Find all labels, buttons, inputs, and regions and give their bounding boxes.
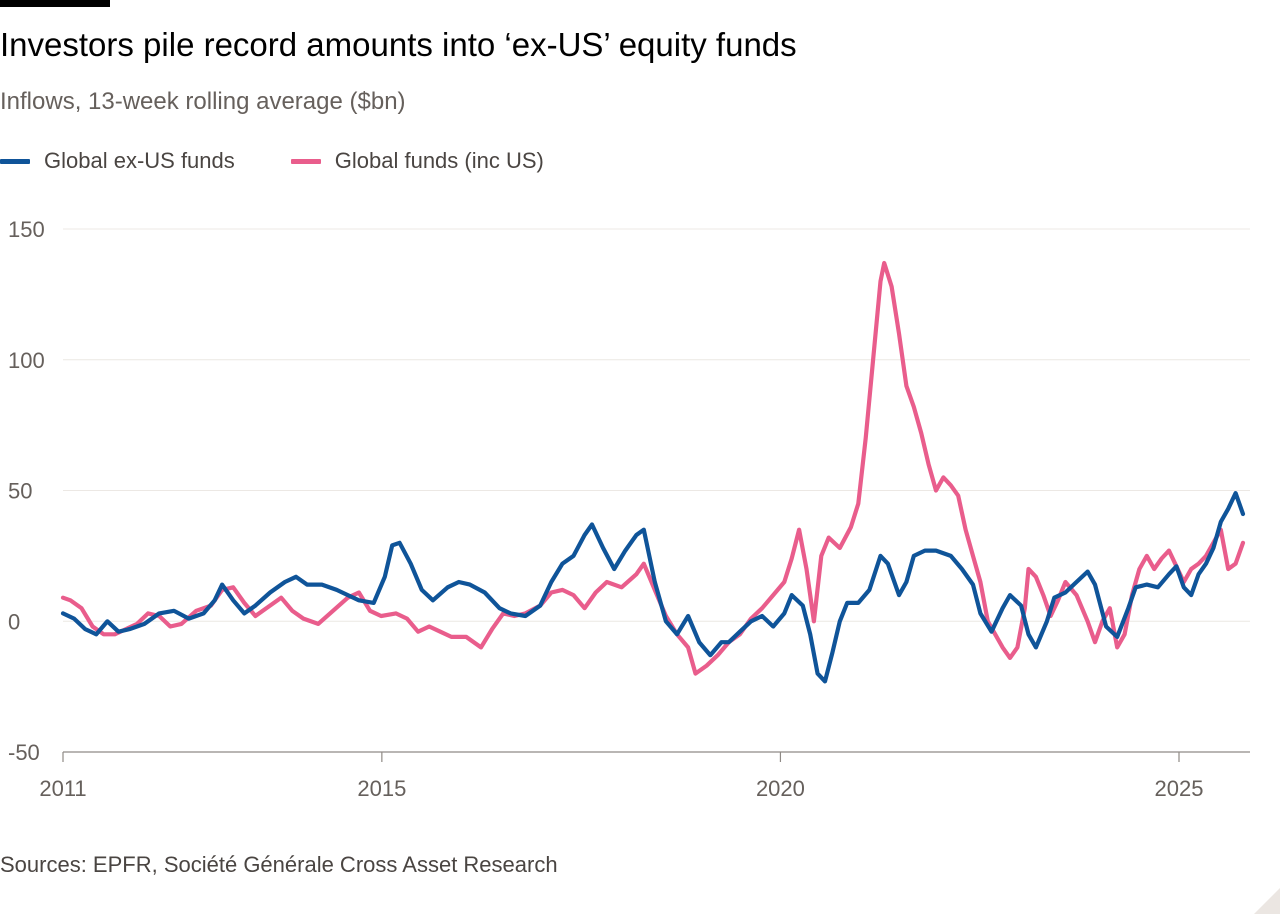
y-tick-label-100: 100	[8, 348, 45, 373]
y-tick-label-150: 150	[8, 217, 45, 242]
legend-item-inc-us: Global funds (inc US)	[290, 148, 544, 174]
legend-swatch-ex-us	[0, 158, 30, 164]
chart-title: Investors pile record amounts into ‘ex-U…	[0, 26, 797, 63]
legend-swatch-inc-us	[290, 158, 321, 164]
y-tick-label-0: 0	[8, 609, 20, 634]
legend-label-inc-us: Global funds (inc US)	[334, 148, 544, 173]
line-chart: 150 100 50 0 -50 2011 2015 2020 2025	[8, 217, 1250, 801]
legend-item-ex-us: Global ex-US funds	[0, 148, 235, 174]
brand-bar	[0, 0, 110, 7]
legend: Global ex-US funds Global funds (inc US)	[0, 146, 600, 176]
legend-label-ex-us: Global ex-US funds	[44, 148, 235, 173]
y-tick-label-50: 50	[8, 479, 32, 504]
x-tick-label-2011: 2011	[39, 776, 86, 801]
corner-decoration	[1254, 888, 1280, 914]
chart-subtitle: Inflows, 13-week rolling average ($bn)	[0, 88, 406, 115]
series-line-inc-us	[60, 260, 1246, 676]
x-tick-label-2020: 2020	[756, 776, 805, 801]
x-tick-label-2015: 2015	[357, 776, 406, 801]
x-tick-label-2025: 2025	[1155, 776, 1204, 801]
series-line-ex-us	[60, 491, 1246, 684]
source-note: Sources: EPFR, Société Générale Cross As…	[0, 852, 558, 877]
y-tick-label--50: -50	[8, 740, 40, 765]
